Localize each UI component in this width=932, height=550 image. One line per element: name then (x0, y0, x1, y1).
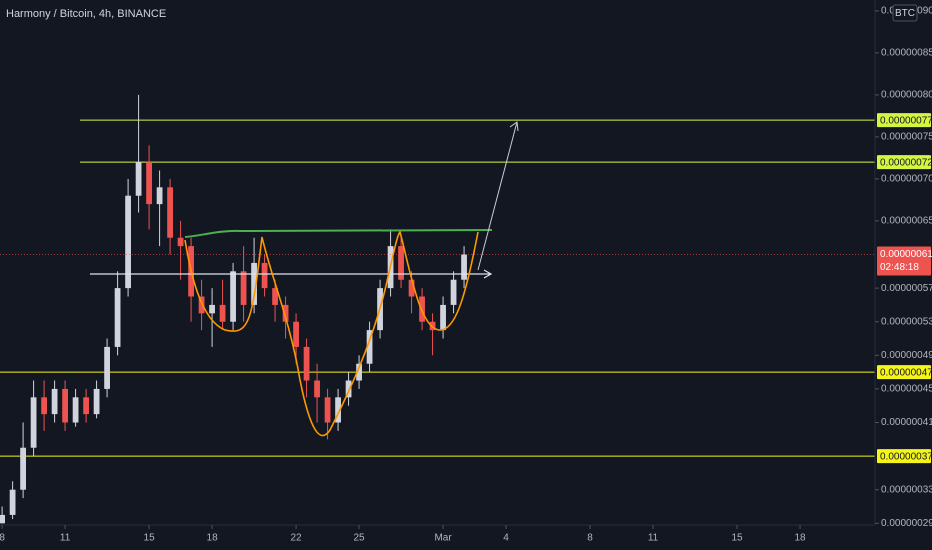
price-axis: 0.000000900.000000850.000000800.00000075… (0, 6, 932, 544)
x-tick-label: 8 (587, 533, 593, 544)
y-tick-label: 0.00000033 (881, 484, 932, 495)
candle-body (177, 237, 184, 247)
level-label: 0.00000047 (880, 367, 932, 378)
candle-body (314, 380, 320, 398)
candle-body (293, 321, 299, 347)
y-tick-label: 0.00000029 (881, 518, 932, 529)
candle-body (219, 304, 226, 322)
candle-body (9, 489, 16, 515)
y-tick-label: 0.00000049 (881, 350, 932, 361)
candle-body (114, 288, 121, 347)
x-tick-label: 15 (731, 533, 743, 544)
x-tick-label: 4 (503, 533, 509, 544)
candle-body (440, 304, 446, 331)
level-label: 0.00000077 (880, 115, 932, 126)
x-tick-label: 15 (144, 533, 156, 544)
last-price-label: 0.00000061 (880, 249, 932, 260)
x-tick-label: 22 (291, 533, 303, 544)
chart-title: Harmony / Bitcoin, 4h, BINANCE (6, 8, 166, 20)
candle-body (72, 397, 79, 423)
candle-body (345, 380, 352, 398)
x-tick-label: 11 (648, 533, 659, 544)
candle-body (324, 397, 331, 423)
pattern-curve (184, 230, 479, 437)
currency-badge[interactable]: BTC (895, 8, 915, 19)
candle-body (251, 262, 257, 305)
candle-body (429, 321, 436, 331)
x-tick-label: 18 (207, 533, 219, 544)
level-label: 0.00000072 (880, 157, 932, 168)
candle-body (335, 397, 341, 423)
neckline-avg (184, 229, 493, 238)
candle-body (198, 296, 205, 314)
y-tick-label: 0.00000057 (881, 283, 932, 294)
candle-body (20, 447, 26, 490)
candle-body (303, 346, 310, 381)
candle-body (272, 288, 278, 305)
candle-body (461, 254, 467, 280)
target-arrow (477, 121, 519, 271)
candle-body (41, 397, 47, 415)
neckline (90, 269, 493, 279)
candle-body (83, 397, 89, 415)
last-price-box (877, 246, 931, 276)
plot (0, 94, 875, 524)
x-tick-label: 8 (0, 533, 5, 544)
candle-body (30, 397, 37, 448)
candle-body (408, 279, 415, 297)
candle-body (156, 187, 163, 205)
x-tick-label: 18 (794, 533, 806, 544)
candle-body (167, 187, 173, 238)
candle-body (51, 388, 58, 415)
candle-body (240, 271, 247, 305)
y-tick-label: 0.00000075 (881, 132, 932, 143)
x-tick-label: Mar (434, 533, 452, 544)
x-tick-label: 25 (354, 533, 366, 544)
level-label-box (877, 155, 931, 170)
candle-body (104, 346, 110, 389)
level-label-box (877, 113, 931, 128)
x-tick-label: 11 (60, 533, 71, 544)
currency-badge-box[interactable] (892, 4, 918, 22)
candle-body (146, 162, 152, 205)
y-tick-label: 0.00000085 (881, 48, 932, 59)
candle-body (356, 363, 362, 381)
y-tick-label: 0.00000045 (881, 384, 932, 395)
candle-body (398, 246, 404, 280)
level-label-box (877, 449, 931, 464)
candle-body (261, 262, 268, 289)
candle-body (93, 388, 100, 415)
candle-body (366, 330, 373, 364)
candle-body (125, 195, 131, 289)
candle-body (135, 162, 142, 196)
y-tick-label: 0.00000065 (881, 216, 932, 227)
level-label: 0.00000037 (880, 451, 932, 462)
candle-body (209, 304, 215, 314)
candle-body (0, 514, 5, 524)
y-tick-label: 0.00000041 (881, 417, 932, 428)
y-tick-label: 0.00000080 (881, 90, 932, 101)
candle-body (450, 279, 457, 305)
y-tick-label: 0.00000070 (881, 174, 932, 185)
candle-body (62, 388, 68, 423)
level-label-box (877, 365, 931, 380)
candle-body (230, 271, 236, 322)
candle-body (282, 304, 289, 322)
y-tick-label: 0.00000053 (881, 316, 932, 327)
countdown: 02:48:18 (880, 262, 919, 273)
